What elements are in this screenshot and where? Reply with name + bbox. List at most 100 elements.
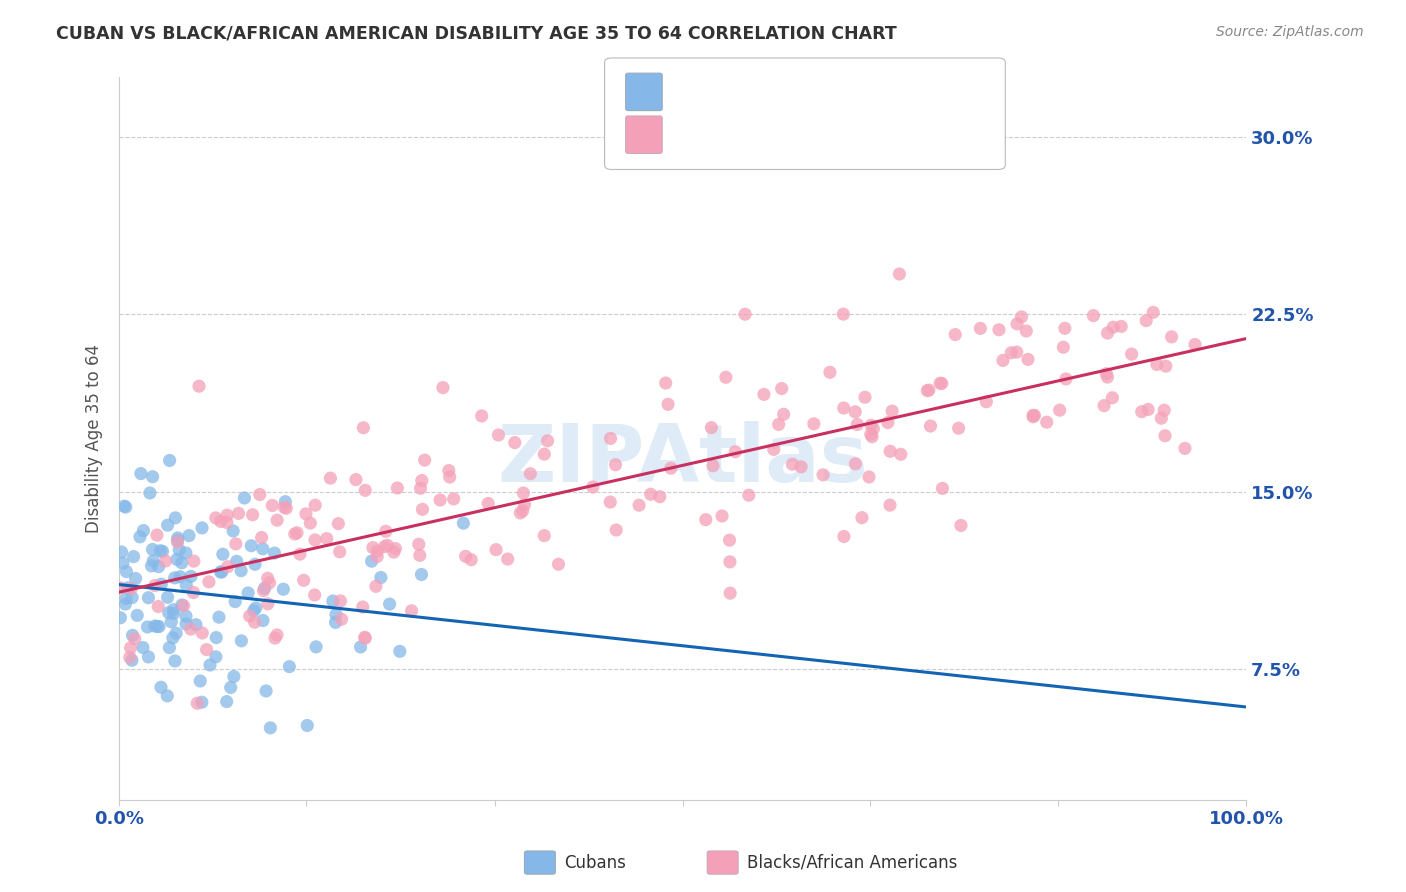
Point [443,491,465,506]
Point [354,483,377,498]
Point [143,619,166,633]
Point [439,470,461,484]
Point [437,464,460,478]
Point [159,453,181,467]
Point [121,591,143,605]
Point [1097,326,1119,340]
Point [1022,409,1045,424]
Point [136,620,159,634]
Point [242,604,264,618]
Point [654,376,676,390]
Point [191,695,214,709]
Point [198,658,221,673]
Point [536,434,558,448]
Point [657,397,679,411]
Point [285,525,308,540]
Point [111,556,134,570]
Point [605,523,627,537]
Point [496,552,519,566]
Point [163,607,186,621]
Point [991,353,1014,368]
Point [1054,372,1077,386]
Point [1024,409,1046,423]
Point [191,626,214,640]
Point [582,480,605,494]
Point [163,654,186,668]
Point [1005,345,1028,359]
Point [832,401,855,415]
Point [165,511,187,525]
Point [236,586,259,600]
Point [329,594,352,608]
Point [288,547,311,561]
Point [114,500,136,514]
Point [599,495,621,509]
Point [173,599,195,613]
Point [1097,370,1119,384]
Point [477,496,499,510]
Point [929,376,952,391]
Point [132,524,155,538]
Point [256,571,278,585]
Point [138,591,160,605]
Point [211,547,233,561]
Point [243,558,266,572]
Point [186,696,208,710]
Point [233,491,256,505]
Point [718,555,741,569]
Point [370,570,392,584]
Point [217,559,239,574]
Text: N = 200: N = 200 [835,125,922,145]
Point [110,545,132,559]
Point [360,554,382,568]
Point [243,615,266,630]
Point [295,507,318,521]
Point [832,529,855,543]
Point [948,421,970,435]
Point [700,420,723,434]
Point [146,528,169,542]
Point [148,619,170,633]
Point [156,689,179,703]
Point [188,673,211,688]
Point [174,578,197,592]
Point [931,482,953,496]
Point [1150,411,1173,425]
Point [471,409,494,423]
Point [222,524,245,538]
Point [274,494,297,508]
Point [156,591,179,605]
Point [818,365,841,379]
Point [1035,415,1057,429]
Point [711,508,734,523]
Point [129,530,152,544]
Point [388,644,411,658]
Point [1015,324,1038,338]
Point [1102,320,1125,334]
Point [152,544,174,558]
Point [142,469,165,483]
Point [862,422,884,436]
Point [305,640,328,654]
Point [231,633,253,648]
Point [250,531,273,545]
Point [263,546,285,560]
Text: Cubans: Cubans [564,854,626,871]
Point [166,534,188,549]
Point [204,511,226,525]
Point [387,481,409,495]
Text: N = 108: N = 108 [835,82,922,102]
Point [354,631,377,645]
Point [129,467,152,481]
Point [229,564,252,578]
Point [215,695,238,709]
Point [174,609,197,624]
Point [284,527,307,541]
Point [640,487,662,501]
Point [1011,310,1033,324]
Text: R = 0.808: R = 0.808 [673,125,772,145]
Point [752,387,775,401]
Point [325,615,347,630]
Point [1017,352,1039,367]
Point [215,516,238,530]
